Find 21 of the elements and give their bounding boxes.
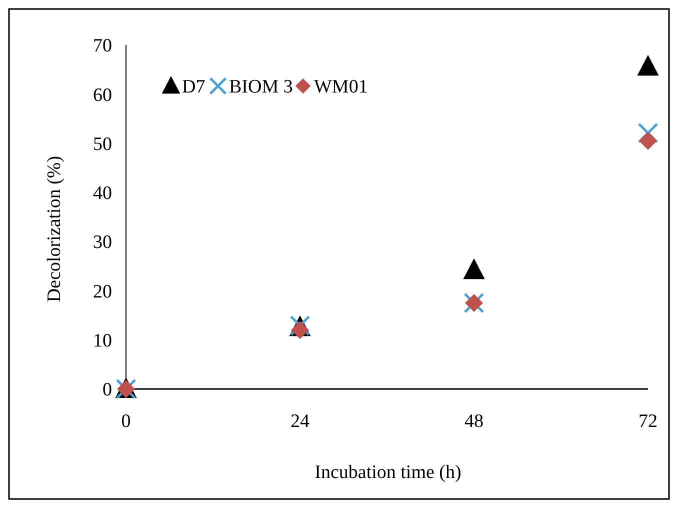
y-tick-label: 20 — [93, 281, 112, 302]
y-tick-label: 0 — [102, 380, 112, 401]
point — [639, 132, 657, 150]
legend-label: D7 — [182, 76, 206, 98]
y-tick-label: 50 — [93, 134, 112, 155]
x-axis-title: Incubation time (h) — [314, 462, 462, 483]
point — [637, 54, 659, 76]
point — [463, 258, 485, 280]
y-tick-label: 70 — [93, 36, 112, 57]
y-tick-label: 40 — [93, 183, 112, 204]
y-tick-label: 30 — [93, 232, 112, 254]
legend-label: BIOM 3 — [229, 76, 293, 98]
y-tick-label: 60 — [93, 84, 112, 106]
y-tick-label: 10 — [93, 330, 112, 352]
x-tick-label: 72 — [638, 411, 658, 432]
x-tick-label: 24 — [290, 411, 310, 432]
x-tick-label: 0 — [121, 411, 131, 432]
point — [638, 122, 658, 144]
y-axis-title: Decolorization (%) — [44, 156, 65, 302]
x-tick-label: 48 — [464, 411, 484, 432]
legend-label: WM01 — [314, 76, 368, 98]
